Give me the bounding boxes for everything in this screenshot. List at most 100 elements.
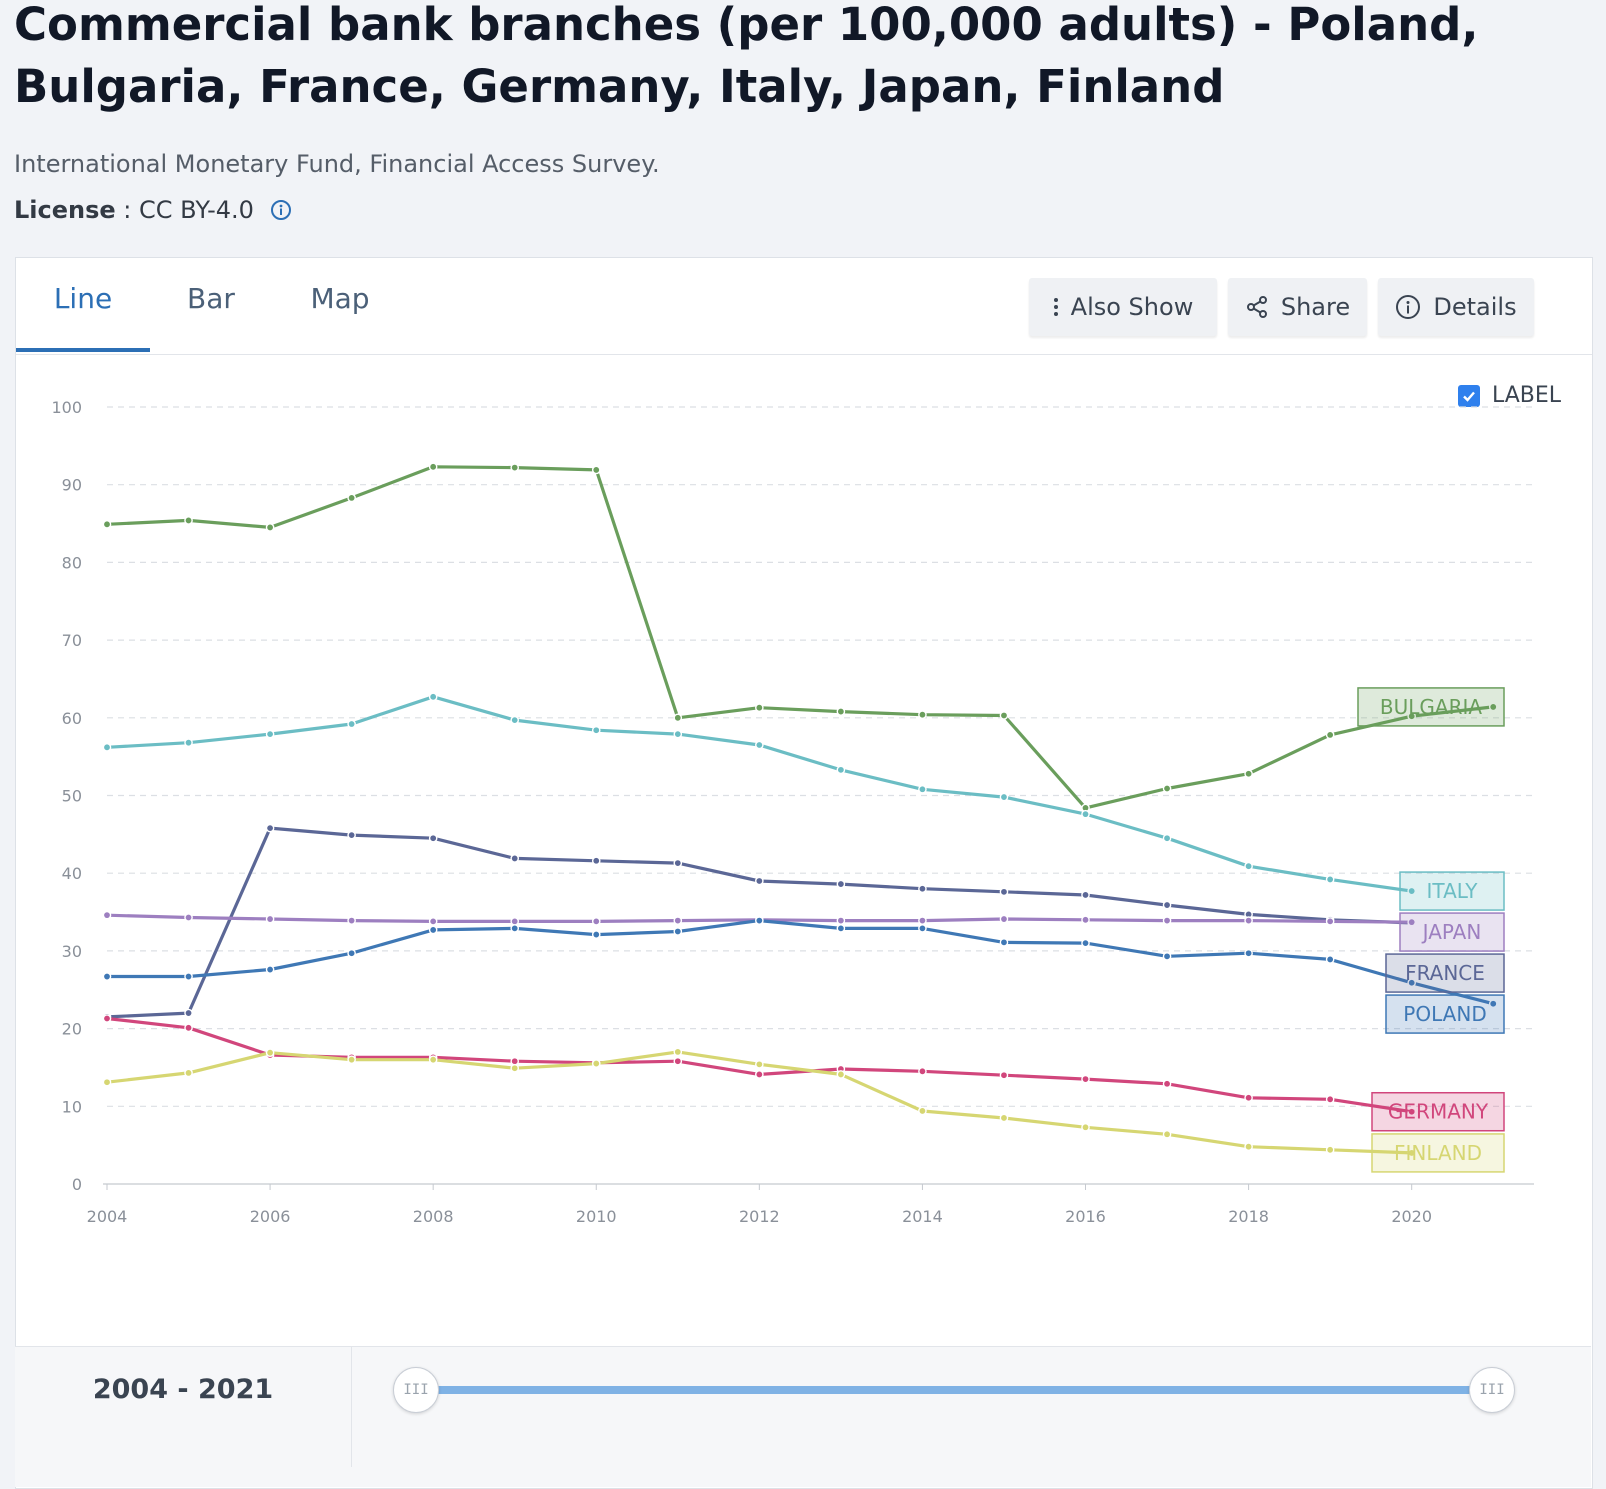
- data-point-germany: [673, 1056, 683, 1066]
- data-point-germany: [510, 1056, 520, 1066]
- share-label: Share: [1280, 293, 1351, 321]
- data-point-italy: [918, 784, 927, 794]
- label-checkbox[interactable]: [1458, 384, 1480, 407]
- series-label-box: [1371, 1133, 1505, 1173]
- source-text: International Monetary Fund, Financial A…: [14, 150, 660, 178]
- data-point-italy: [1407, 886, 1416, 896]
- x-tick-label: 2006: [250, 1207, 291, 1226]
- data-point-germany: [918, 1067, 927, 1076]
- x-tick-label: 2012: [739, 1207, 780, 1226]
- data-point-finland: [347, 1055, 356, 1064]
- data-point-bulgaria: [918, 710, 927, 719]
- range-slider-start-handle[interactable]: III: [393, 1367, 439, 1413]
- y-tick-label: 50: [62, 787, 82, 806]
- y-tick-label: 100: [51, 398, 82, 417]
- y-tick-label: 90: [62, 476, 82, 495]
- license-label: License: [14, 196, 116, 224]
- data-point-finland: [102, 1077, 112, 1087]
- y-tick-label: 60: [62, 709, 82, 728]
- tab-line[interactable]: Line: [16, 258, 150, 352]
- series-label-box: [1357, 687, 1505, 727]
- data-point-italy: [999, 792, 1009, 802]
- license-line: License : CC BY-4.0: [14, 196, 292, 224]
- data-point-poland: [918, 924, 927, 933]
- data-point-poland: [755, 916, 764, 925]
- data-point-italy: [591, 725, 601, 735]
- data-point-japan: [1325, 917, 1335, 926]
- data-point-poland: [510, 924, 520, 933]
- also-show-label: Also Show: [1070, 293, 1194, 321]
- data-point-germany: [1162, 1079, 1172, 1089]
- data-point-italy: [428, 692, 438, 702]
- chart-panel: Line Bar Map Also Show Share Details LAB…: [15, 257, 1593, 1489]
- data-point-finland: [1325, 1145, 1335, 1155]
- y-tick-label: 30: [62, 942, 82, 961]
- range-slider-end-handle[interactable]: III: [1469, 1367, 1515, 1413]
- y-tick-label: 10: [62, 1097, 82, 1116]
- series-label-box: [1385, 994, 1505, 1034]
- data-point-poland: [1488, 999, 1498, 1009]
- series-label-box: [1399, 871, 1505, 911]
- series-label-finland: FINLAND: [1371, 1133, 1505, 1173]
- series-label-box: [1371, 1091, 1505, 1132]
- data-point-japan: [265, 914, 275, 924]
- y-tick-label: 70: [62, 631, 82, 650]
- chart-tabs: Line Bar Map Also Show Share Details: [16, 258, 1592, 355]
- data-point-italy: [836, 765, 846, 775]
- data-point-italy: [102, 743, 112, 752]
- data-point-finland: [184, 1068, 193, 1078]
- x-tick-label: 2014: [902, 1207, 943, 1226]
- data-point-bulgaria: [102, 520, 112, 529]
- data-point-bulgaria: [1325, 730, 1335, 740]
- also-show-button[interactable]: Also Show: [1029, 278, 1217, 336]
- data-point-italy: [184, 738, 193, 747]
- data-point-bulgaria: [591, 465, 601, 475]
- data-point-france: [510, 854, 520, 863]
- series-label-germany: GERMANY: [1371, 1091, 1505, 1132]
- data-point-france: [918, 884, 927, 894]
- data-point-finland: [510, 1063, 520, 1073]
- data-point-france: [673, 858, 683, 868]
- y-tick-label: 20: [62, 1020, 82, 1039]
- data-point-finland: [1407, 1148, 1416, 1158]
- data-point-germany: [999, 1070, 1009, 1080]
- data-point-france: [755, 876, 764, 886]
- x-tick-label: 2010: [576, 1207, 617, 1226]
- data-point-finland: [1081, 1122, 1090, 1132]
- data-point-japan: [184, 913, 193, 922]
- data-point-bulgaria: [836, 707, 846, 716]
- y-tick-label: 80: [62, 553, 82, 572]
- range-text: 2004 - 2021: [92, 1374, 274, 1405]
- tab-map[interactable]: Map: [310, 282, 370, 315]
- data-point-france: [999, 887, 1009, 897]
- data-point-japan: [673, 916, 683, 925]
- data-point-poland: [836, 924, 846, 933]
- info-circle-icon: [1396, 295, 1421, 319]
- series-label-text: FRANCE: [1405, 961, 1485, 985]
- data-point-japan: [999, 914, 1009, 924]
- details-button[interactable]: Details: [1378, 278, 1534, 336]
- data-point-finland: [1244, 1142, 1253, 1152]
- data-point-italy: [265, 729, 275, 739]
- series-label-france: FRANCE: [1385, 953, 1505, 993]
- data-point-bulgaria: [999, 711, 1009, 720]
- series-label-text: ITALY: [1427, 879, 1479, 903]
- data-point-bulgaria: [347, 493, 356, 503]
- info-circle-icon[interactable]: [270, 199, 292, 221]
- details-label: Details: [1433, 293, 1517, 321]
- line-chart: 0 10 20 30 40 50 60 70 80 90 100 2004 2006 2008 2010 20…: [51, 398, 1534, 1226]
- data-point-finland: [999, 1113, 1009, 1123]
- data-point-germany: [755, 1070, 764, 1079]
- data-point-poland: [1162, 952, 1172, 961]
- series-line-poland: [107, 919, 1494, 1006]
- data-point-germany: [1244, 1093, 1253, 1103]
- range-slider-track[interactable]: [425, 1386, 1505, 1394]
- tab-bar[interactable]: Bar: [187, 282, 235, 315]
- series-label-text: GERMANY: [1388, 1100, 1489, 1124]
- share-button[interactable]: Share: [1228, 278, 1367, 336]
- page-title: Commercial bank branches (per 100,000 ad…: [14, 0, 1479, 113]
- data-point-finland: [428, 1055, 438, 1064]
- x-tick-label: 2016: [1065, 1207, 1106, 1226]
- label-toggle[interactable]: LABEL: [1458, 383, 1561, 408]
- y-tick-label: 0: [72, 1175, 82, 1194]
